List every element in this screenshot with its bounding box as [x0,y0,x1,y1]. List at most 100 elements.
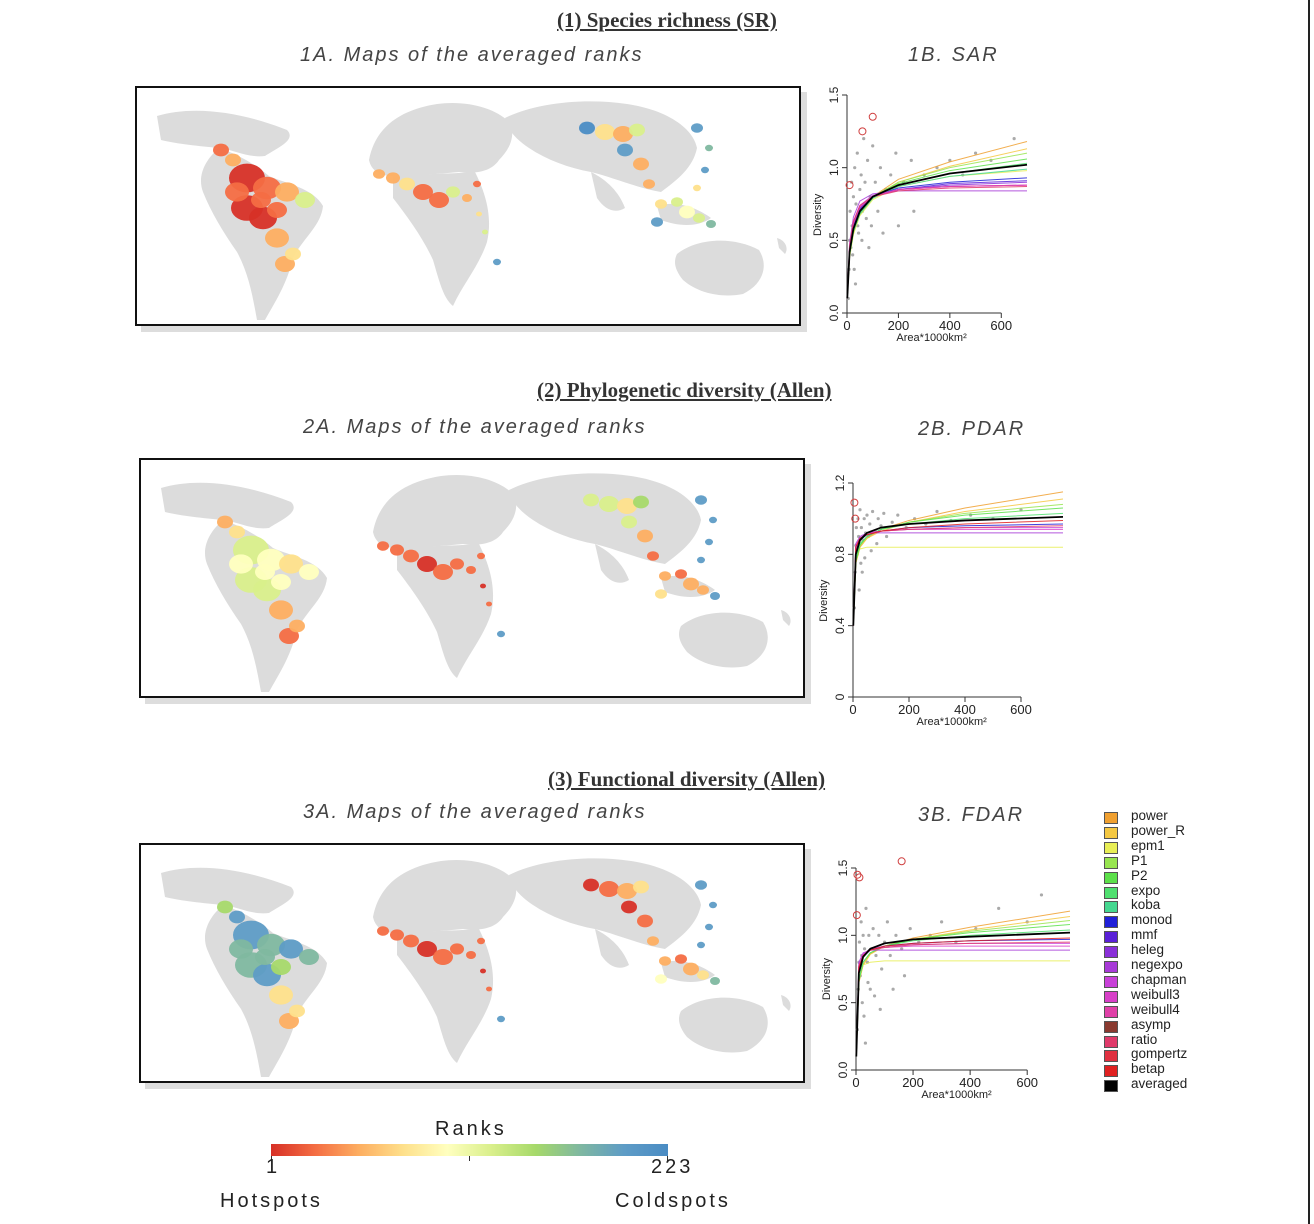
colorbar-gradient [271,1144,668,1156]
map-1a-rank-patch-af-8 [476,211,482,217]
data-point [902,974,907,978]
map-1a-rank-patch-as-4 [617,143,633,157]
series-line-expo [855,929,1071,1057]
data-point [864,906,868,910]
map-1a-rank-patch-sa-5 [295,192,315,208]
map-3a-rank-patch-sa-8 [271,959,291,975]
legend-label: epm1 [1131,837,1165,853]
data-point [853,166,857,170]
map-1a-rank-patch-af-0 [373,169,385,179]
legend-swatch [1104,1005,1118,1018]
highlight-point [851,514,860,523]
colorbar-min-label: 1 [266,1156,281,1178]
data-point [862,137,866,141]
map-3a-land-8 [781,995,791,1011]
legend-label: koba [1131,897,1161,913]
y-tick-label: 0.0 [827,304,841,321]
map-3a-rank-patch-as-1 [599,881,619,897]
map-2a-rank-patch-as-15 [709,516,717,524]
legend-swatch [1104,975,1118,988]
map-3a-rank-patch-sa-10 [255,949,275,965]
data-point [871,144,875,148]
data-point [868,522,872,526]
map-2a-rank-patch-as-6 [647,551,659,561]
map-2a-rank-patch-af-7 [477,552,485,560]
map-3a-rank-patch-af-9 [486,986,492,992]
map-3a-rank-patch-as-10 [697,970,709,980]
data-point [896,224,901,228]
map-3a-rank-patch-sa-0 [217,900,233,914]
map-2a-rank-patch-af-4 [433,564,453,580]
data-point [853,282,858,286]
y-axis-label: Diversity [812,193,824,236]
map-1a-rank-patch-sa-11 [265,228,289,248]
x-tick-label: 200 [902,1075,924,1090]
data-point [1012,137,1016,141]
data-point [868,987,872,991]
map-1a-rank-patch-af-7 [473,180,481,188]
y-tick-label: 1.0 [836,927,850,944]
highlight-point [897,857,906,866]
legend-item-heleg: heleg [1100,942,1230,959]
data-point [872,994,877,998]
legend-swatch [1104,812,1118,824]
legend-item-P2: P2 [1100,867,1230,884]
map-title-3a: 3A. Maps of the averaged ranks [303,801,647,823]
x-tick-label: 600 [1016,1075,1038,1090]
legend-item-weibull4: weibull4 [1100,1002,1230,1018]
map-1a-rank-patch-sa-12 [275,256,295,272]
data-point [854,525,858,530]
y-tick-label: 0.5 [836,994,850,1011]
map-3a [139,843,805,1083]
y-tick-label: 1.2 [833,474,847,491]
legend-item-P1: P1 [1100,852,1230,869]
data-point [876,209,880,213]
legend-item-epm1: epm1 [1100,837,1230,854]
series-line-chapman [855,942,1070,1057]
legend-item-koba: koba [1100,897,1230,914]
legend-label: weibull3 [1131,986,1180,1002]
map-2a-rank-patch-sa-5 [299,564,319,580]
map-1a-rank-patch-as-1 [595,124,615,140]
data-point [858,508,862,512]
colorbar-tick-mid [469,1156,470,1161]
map-3a-rank-patch-af-4 [433,949,453,965]
x-tick-label: 0 [843,318,850,333]
map-2a-rank-patch-as-9 [683,577,699,591]
map-3a-rank-patch-as-6 [647,936,659,946]
colorbar-tick-min [271,1156,272,1161]
data-point [871,509,875,514]
data-point [878,166,883,170]
x-tick-label: 0 [849,702,856,717]
colorbar-coldspots-label: Coldspots [615,1190,731,1212]
map-2a-rank-patch-sa-10 [255,564,275,580]
page-right-border [1308,0,1310,1224]
map-title-1a: 1A. Maps of the averaged ranks [300,44,644,66]
series-line-power [855,910,1071,1057]
data-point [875,542,879,546]
map-1a-rank-patch-af-4 [429,192,449,208]
map-3a-rank-patch-as-11 [710,977,720,985]
legend-item-expo: expo [1100,883,1230,899]
legend-label: asymp [1131,1016,1171,1032]
y-tick-label: 0.8 [833,546,847,563]
map-3a-rank-patch-af-3 [417,941,437,957]
map-2a-rank-patch-as-4 [621,515,637,529]
map-2a-land-5 [595,544,629,583]
map-1a-svg [157,101,787,320]
legend-swatch [1104,1080,1118,1093]
legend-label: P2 [1131,867,1148,883]
series-line-ratio [852,525,1064,626]
map-3a-rank-patch-as-9 [683,962,699,976]
map-1a-rank-patch-af-2 [399,177,415,191]
series-line-power [852,491,1064,626]
legend-swatch [1104,871,1118,884]
legend-swatch [1104,856,1118,869]
map-3a-land-4 [509,858,701,949]
map-3a-rank-patch-af-10 [497,1015,505,1023]
legend-item-asymp: asymp [1100,1016,1230,1033]
legend-label: P1 [1131,852,1148,868]
map-1a-rank-patch-as-7 [655,199,667,209]
map-2a-rank-patch-as-8 [675,569,687,579]
map-2a-rank-patch-af-9 [486,601,492,607]
